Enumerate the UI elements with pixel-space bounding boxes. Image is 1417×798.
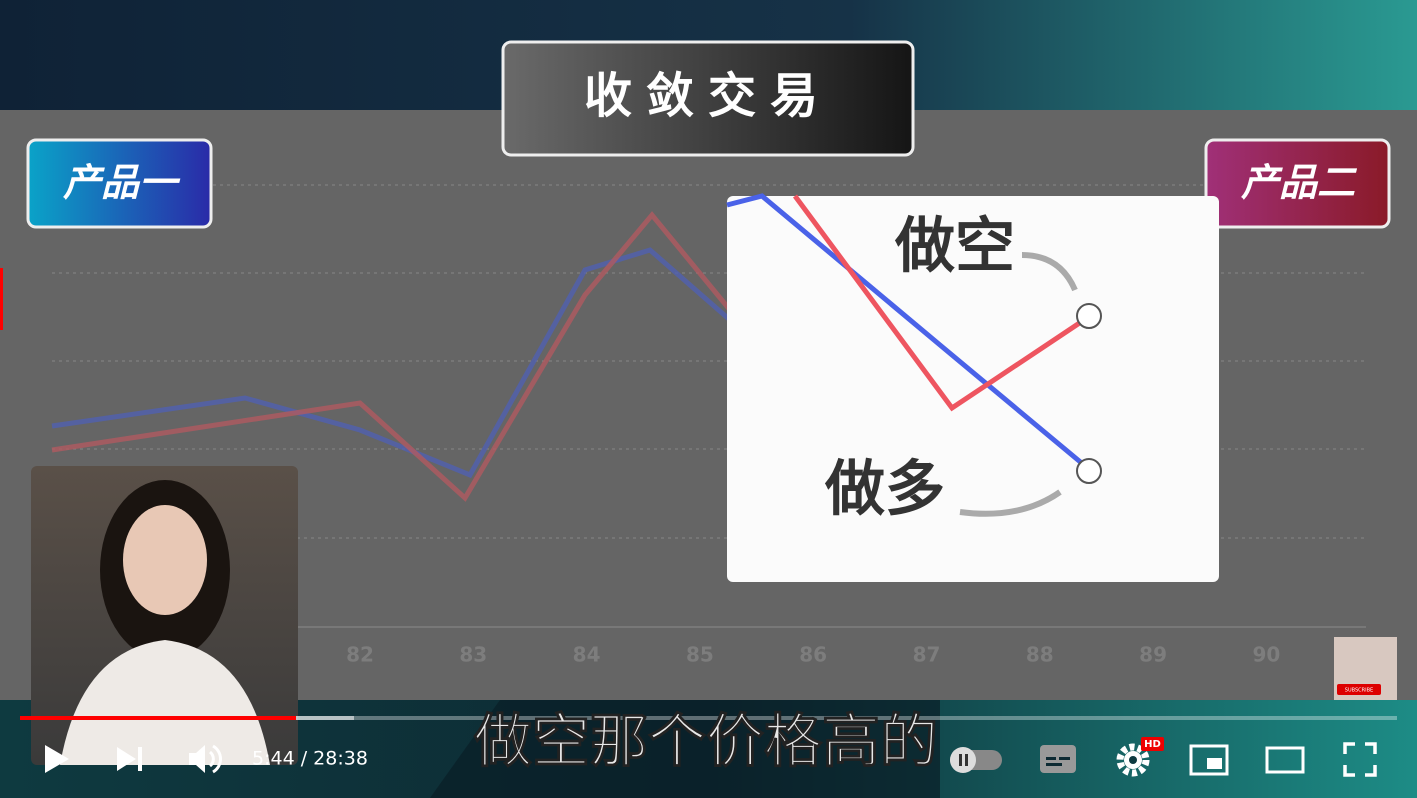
caption-bg (430, 700, 940, 798)
long-label: 做多 (824, 455, 945, 525)
inset-point (1076, 303, 1102, 329)
x-axis-label: 90 (1252, 643, 1280, 667)
arrow (959, 489, 1062, 517)
x-axis-label: 88 (1026, 643, 1054, 667)
x-axis-label: 87 (913, 643, 941, 667)
webcam-body (60, 640, 270, 765)
progress-played (20, 716, 296, 720)
inset-red-line (792, 194, 1092, 412)
x-axis-label: 84 (573, 643, 601, 667)
webcam-face (123, 505, 207, 615)
play-button[interactable] (45, 745, 69, 773)
x-axis-label: 86 (799, 643, 827, 667)
bg-line-red (51, 211, 732, 502)
next-button[interactable] (117, 747, 142, 771)
arrow (1021, 252, 1078, 292)
hd-badge (1141, 737, 1164, 751)
x-axis-label: 85 (686, 643, 714, 667)
subscribe-text[interactable]: SUBSCRIBE (1345, 688, 1373, 694)
progress-track[interactable] (20, 716, 1397, 720)
left-label: 产品一 (63, 161, 181, 205)
time-display: 5:44 / 28:38 (252, 748, 368, 770)
inset-point (1076, 458, 1102, 484)
right-label: 产品二 (1241, 161, 1358, 205)
autoplay-toggle[interactable] (950, 747, 1002, 773)
subtitles-button[interactable] (1040, 745, 1076, 773)
x-axis-label: 83 (459, 643, 487, 667)
title-box (501, 40, 915, 157)
subscribe-button[interactable] (1337, 684, 1381, 695)
fullscreen-button[interactable] (1343, 742, 1377, 777)
right-label-box (1204, 138, 1391, 229)
bg-line-blue (51, 247, 732, 479)
hd-badge-text: HD (1144, 739, 1161, 750)
x-axis-label: 82 (346, 643, 374, 667)
settings-button[interactable] (1116, 743, 1150, 777)
edge-marker (0, 268, 3, 330)
volume-button[interactable] (189, 744, 223, 774)
left-label-box (26, 138, 213, 229)
miniplayer-button[interactable] (1189, 744, 1229, 776)
inset (727, 196, 1219, 582)
short-label: 做空 (894, 212, 1015, 282)
x-axis-labels: 82 83 84 85 86 87 88 89 90 (346, 643, 1280, 667)
slide-title: 收敛交易 (584, 68, 832, 124)
x-axis-label: 89 (1139, 643, 1167, 667)
caption: 做空那个价格高的 (473, 707, 938, 775)
theater-button[interactable] (1265, 746, 1305, 774)
